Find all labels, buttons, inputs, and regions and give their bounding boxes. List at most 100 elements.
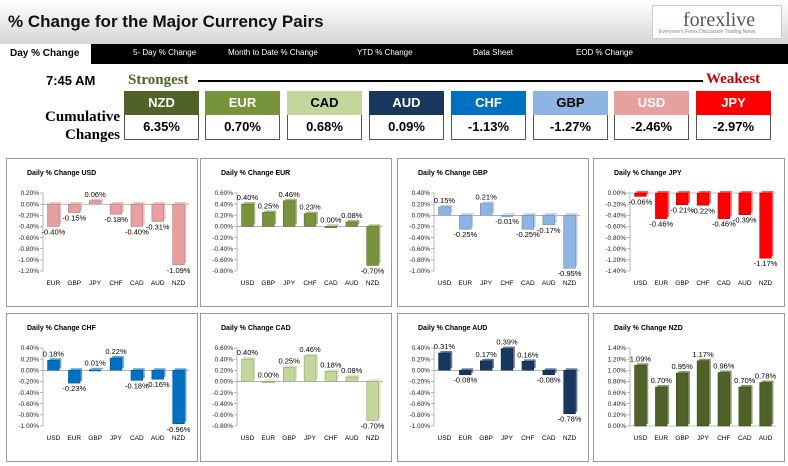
data-label: 1.17% — [692, 350, 714, 359]
currency-tile-nzd: NZD 6.35% — [124, 91, 199, 140]
y-tick-label: -1.20% — [18, 268, 39, 275]
currency-cumulative-value: 0.68% — [287, 115, 362, 140]
bar — [47, 203, 60, 227]
chart-title: Daily % Change GBP — [418, 170, 488, 177]
nav-5-day-change[interactable]: 5- Day % Change — [133, 48, 197, 57]
bar — [676, 192, 689, 205]
currency-cumulative-value: 0.70% — [205, 115, 280, 140]
nav-day-change[interactable]: Day % Change — [0, 44, 92, 64]
x-tick-label: NZD — [366, 280, 380, 287]
y-tick-label: -0.40% — [409, 235, 430, 242]
data-label: -0.46% — [649, 220, 673, 229]
y-tick-label: -1.00% — [605, 246, 626, 253]
data-label: 0.25% — [279, 357, 301, 366]
data-label: -0.15% — [62, 214, 86, 223]
currency-tile-cad: CAD 0.68% — [287, 91, 362, 140]
y-tick-label: -0.60% — [409, 246, 430, 253]
chart-chf-daily-change: Daily % Change CHF 0.40% 0.20% 0.00% -0.20% -… — [6, 313, 198, 462]
y-tick-label: -0.40% — [212, 246, 233, 253]
y-tick-label: -0.20% — [18, 212, 39, 219]
nav-ytd-change[interactable]: YTD % Change — [357, 48, 413, 57]
nav-eod-change[interactable]: EOD % Change — [576, 48, 633, 57]
y-tick-label: -0.40% — [18, 390, 39, 397]
data-label: -1.17% — [754, 259, 778, 268]
timestamp: 7:45 AM — [46, 73, 96, 88]
x-tick-label: JPY — [501, 435, 514, 442]
y-tick-label: -1.00% — [18, 423, 39, 430]
data-label: 0.00% — [258, 370, 280, 379]
data-label: 0.31% — [434, 342, 456, 351]
chart-svg: Daily % Change EUR0.60%0.40%0.20%0.00%-0… — [212, 170, 384, 287]
chart-cad-daily-change: Daily % Change CAD 0.60% 0.40% 0.20% 0.00% -0… — [200, 313, 392, 462]
x-tick-label: AUD — [759, 435, 773, 442]
y-tick-label: 0.00% — [21, 367, 40, 374]
x-tick-label: GBP — [675, 280, 689, 287]
chart-title: Daily % Change JPY — [614, 170, 682, 177]
data-label: 0.46% — [299, 345, 321, 354]
y-tick-label: 0.40% — [21, 345, 40, 352]
bar — [366, 381, 379, 421]
chart-svg: Daily % Change NZD 1.40% 1.20% 1.00% 0.80% 0.… — [608, 325, 777, 442]
bar — [438, 206, 451, 216]
data-label: -0.16% — [146, 380, 170, 389]
bar — [109, 203, 123, 215]
currency-tile-eur: EUR 0.70% — [205, 91, 280, 140]
chart-gbp-daily-change: Daily % Change GBP 0.40% 0.20% 0.00% -0.20% -… — [397, 158, 589, 307]
bar — [303, 355, 317, 382]
bar — [172, 203, 185, 266]
bar — [759, 382, 772, 427]
data-label: -0.95% — [558, 269, 582, 278]
x-tick-label: EUR — [654, 435, 668, 442]
x-tick-label: NZD — [563, 435, 577, 442]
data-label: -0.21% — [670, 206, 694, 215]
chart-svg: Daily % Change JPY 0.00% -0.20% -0.40% -0.60… — [605, 170, 778, 287]
currency-code: JPY — [696, 91, 771, 115]
data-label: -0.17% — [537, 226, 561, 235]
bar — [542, 214, 555, 226]
x-tick-label: GBP — [67, 280, 81, 287]
forexlive-logo[interactable]: forexlive Everyone's Forex Discussion Tr… — [652, 5, 782, 39]
nav-month-to-date-change[interactable]: Month to Date % Change — [228, 48, 318, 57]
y-tick-label: 0.20% — [608, 412, 627, 419]
data-label: 0.23% — [299, 203, 321, 212]
currency-cumulative-value: -1.13% — [451, 115, 526, 140]
data-label: 0.96% — [713, 362, 735, 371]
y-tick-label: -1.00% — [409, 423, 430, 430]
data-label: -0.39% — [733, 216, 757, 225]
bar — [324, 371, 337, 382]
bar — [47, 359, 60, 371]
chart-svg: Daily % Change CHF 0.40% 0.20% 0.00% -0.20% -… — [18, 325, 190, 442]
bar — [500, 214, 514, 217]
bar — [438, 352, 451, 371]
bar — [480, 203, 493, 216]
bar — [521, 361, 534, 371]
x-tick-label: JPY — [110, 435, 123, 442]
y-tick-label: -0.60% — [212, 257, 233, 264]
y-tick-label: 0.00% — [412, 212, 431, 219]
x-tick-label: EUR — [458, 435, 472, 442]
x-tick-label: EUR — [261, 435, 275, 442]
bar — [563, 369, 576, 415]
data-label: -0.40% — [42, 227, 66, 236]
data-label: 0.46% — [279, 190, 301, 199]
y-tick-label: 0.40% — [412, 190, 431, 197]
chart-svg: Daily % Change GBP 0.40% 0.20% 0.00% -0.20% -… — [409, 170, 582, 287]
strongest-label: Strongest — [128, 72, 189, 88]
x-tick-label: CHF — [521, 435, 534, 442]
y-tick-label: -0.20% — [605, 201, 626, 208]
data-label: 0.17% — [476, 350, 498, 359]
y-tick-label: 1.00% — [608, 367, 627, 374]
data-label: 0.06% — [85, 190, 107, 199]
data-label: 0.22% — [105, 347, 127, 356]
y-tick-label: 0.60% — [608, 390, 627, 397]
logo-tagline: Everyone's Forex Discussion Trading News — [659, 29, 756, 35]
data-label: -0.31% — [146, 222, 170, 231]
bar-depth — [636, 191, 649, 195]
chart-jpy-daily-change: Daily % Change JPY 0.00% -0.20% -0.40% -0.60… — [593, 158, 785, 307]
nav-data-sheet[interactable]: Data Sheet — [473, 48, 514, 57]
bar — [241, 358, 254, 382]
y-tick-label: 0.60% — [215, 190, 234, 197]
chart-title: Daily % Change EUR — [221, 170, 290, 177]
data-label: 0.18% — [43, 349, 65, 358]
bar — [459, 369, 472, 376]
